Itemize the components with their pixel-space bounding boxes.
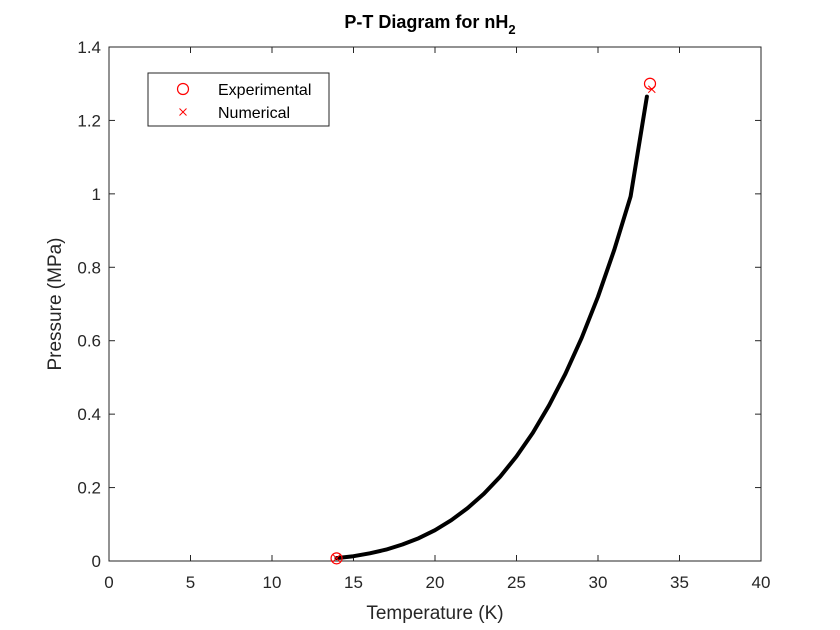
x-tick-label: 15 (344, 573, 363, 592)
chart-title: P-T Diagram for nH2 (344, 12, 515, 37)
y-tick-label: 0 (92, 552, 101, 571)
pt-curve (334, 94, 649, 561)
x-axis-label: Temperature (K) (366, 603, 503, 624)
y-tick-label: 1 (92, 185, 101, 204)
experimental-point (330, 552, 343, 565)
legend: Experimental Numerical (147, 72, 330, 127)
x-tick-label: 10 (263, 573, 282, 592)
x-tick-label: 30 (589, 573, 608, 592)
experimental-point (643, 77, 657, 90)
y-tick-label: 0.8 (77, 258, 101, 277)
x-tick-label: 0 (104, 573, 113, 592)
legend-box (147, 72, 330, 127)
x-tick-label: 5 (186, 573, 195, 592)
numerical-point-stroke (647, 85, 656, 94)
legend-marker-circle (176, 82, 190, 96)
x-tick-label: 20 (426, 573, 445, 592)
y-tick-label: 0.2 (77, 479, 101, 498)
x-tick-label: 35 (670, 573, 689, 592)
x-tick-label: 25 (507, 573, 526, 592)
chart-title-text: P-T Diagram for nH (344, 12, 508, 32)
legend-entry-label: Experimental (218, 82, 311, 99)
y-tick-label: 0.6 (77, 332, 101, 351)
legend-entry-label: Numerical (218, 105, 290, 122)
numerical-point (647, 85, 656, 94)
y-tick-label: 0.4 (77, 405, 101, 424)
numerical-point (332, 554, 341, 563)
y-axis-label: Pressure (MPa) (45, 237, 66, 370)
y-tick-label: 1.4 (77, 38, 101, 57)
x-tick-label: 40 (752, 573, 771, 592)
legend-marker-x (179, 108, 187, 116)
y-tick-label: 1.2 (77, 111, 101, 130)
numerical-point-stroke (332, 554, 341, 563)
chart-title-subscript: 2 (508, 22, 515, 37)
plot-box (108, 46, 762, 562)
plot-area: 0 5 10 15 20 25 30 35 40 0 0.2 0.4 0.6 0.8 1 1.2 1.4 (77, 38, 770, 592)
